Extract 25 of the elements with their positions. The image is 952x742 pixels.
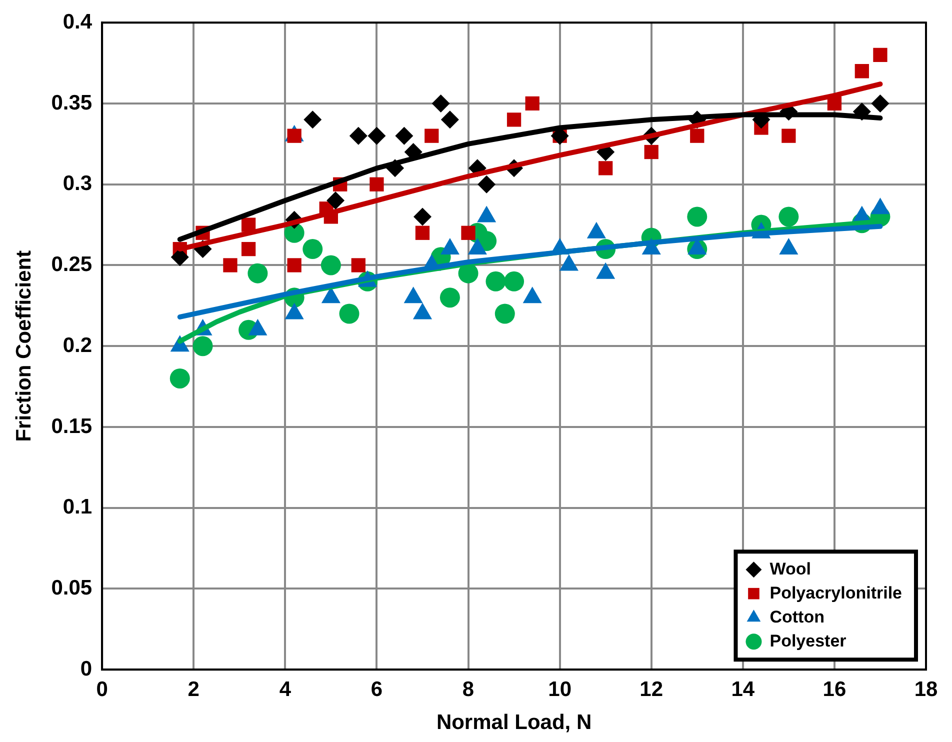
y-tick-label: 0: [80, 657, 92, 680]
x-axis-title: Normal Load, N: [436, 711, 592, 734]
x-tick-label: 14: [731, 678, 755, 701]
y-tick-label: 0.15: [51, 414, 92, 438]
legend-label: Polyester: [770, 631, 847, 650]
x-tick-label: 16: [822, 678, 846, 701]
y-tick-label: 0.05: [51, 576, 92, 600]
x-tick-label: 6: [370, 678, 383, 701]
y-tick-label: 0.1: [62, 496, 92, 519]
legend-label: Polyacrylonitrile: [770, 583, 902, 602]
x-tick-label: 2: [188, 678, 200, 701]
x-tick-label: 4: [279, 678, 292, 701]
x-tick-label: 12: [640, 678, 664, 701]
x-tick-label: 10: [548, 678, 572, 701]
y-axis-title: Friction Coefficient: [12, 250, 36, 442]
x-tick-label: 8: [462, 678, 474, 701]
legend-label: Wool: [770, 559, 811, 578]
y-tick-label: 0.2: [62, 334, 92, 357]
y-tick-label: 0.35: [51, 91, 92, 114]
y-tick-label: 0.3: [62, 172, 92, 196]
x-tick-label: 18: [914, 678, 938, 701]
y-tick-label: 0.25: [51, 253, 92, 276]
legend-label: Cotton: [770, 607, 824, 626]
y-tick-label: 0.4: [62, 10, 92, 34]
x-tick-label: 0: [96, 678, 108, 701]
